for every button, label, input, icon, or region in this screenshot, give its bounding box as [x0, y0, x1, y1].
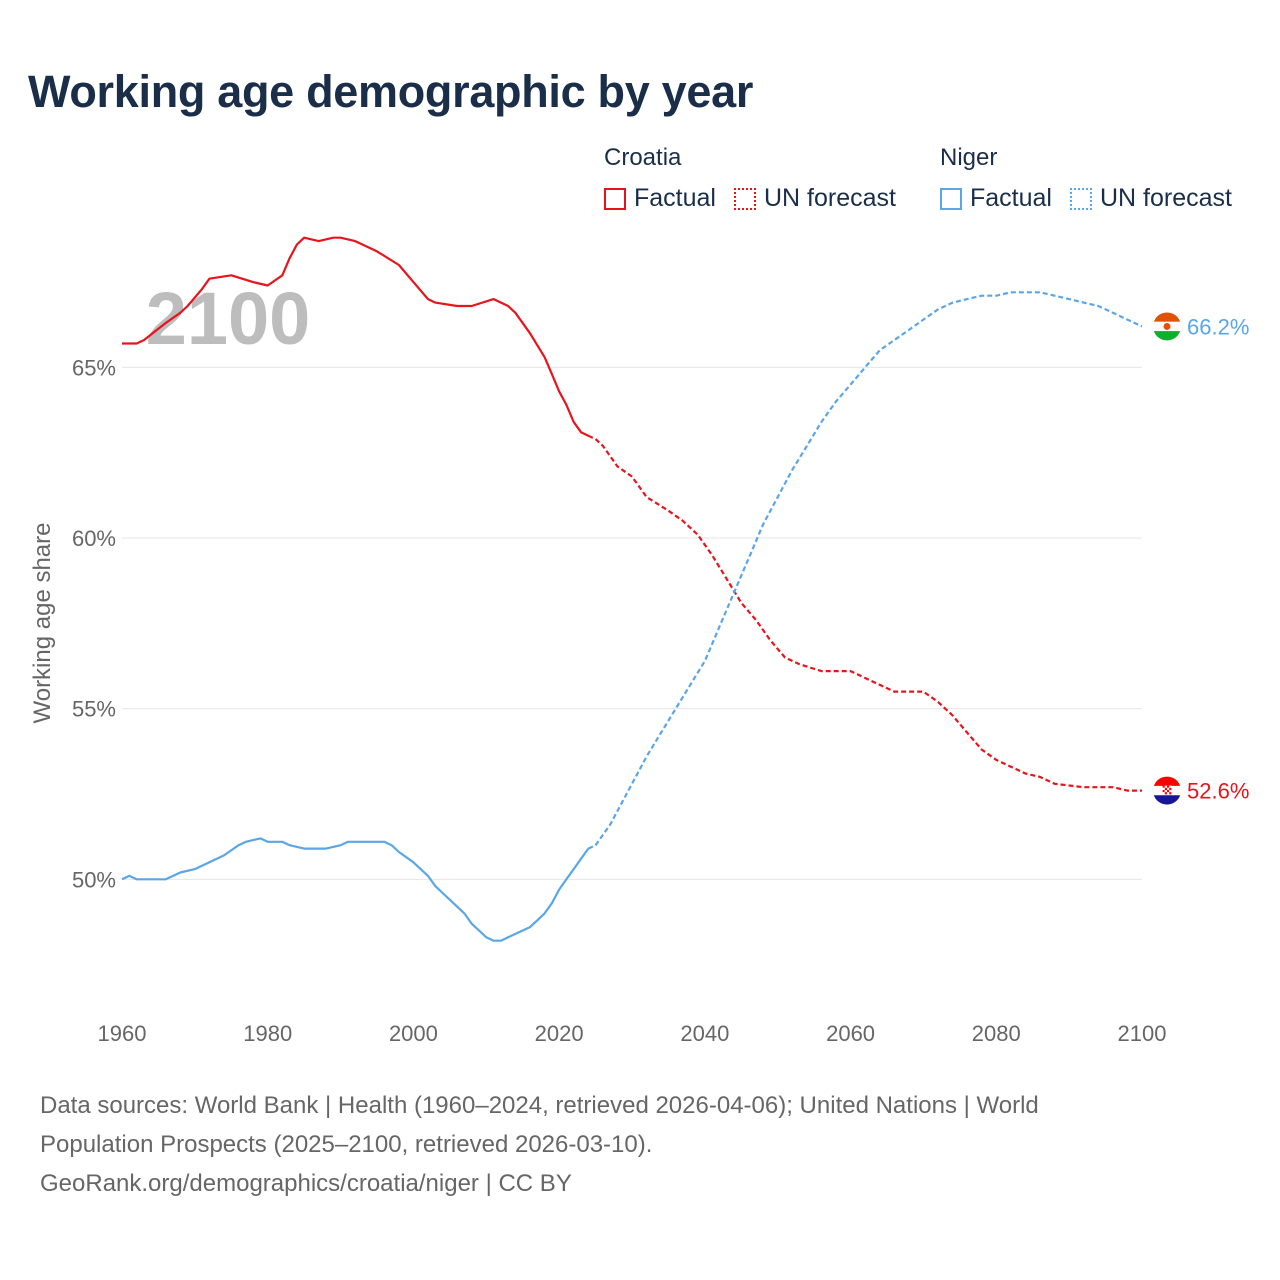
x-tick-label: 1980 [243, 1021, 292, 1046]
x-tick-label: 2100 [1118, 1021, 1167, 1046]
flag-checker [1167, 789, 1170, 793]
croatia-forecast-line [587, 434, 1142, 792]
croatia-factual-line [122, 236, 589, 437]
croatia-flag-icon [1153, 776, 1181, 805]
legend-croatia: Croatia Factual UN forecast [604, 144, 914, 213]
flag-checker [1169, 787, 1172, 790]
flag-sun [1163, 322, 1171, 330]
legend-item-label: Factual [970, 184, 1052, 212]
x-tick-label: 2060 [826, 1021, 875, 1046]
legend-niger-forecast[interactable]: UN forecast [1069, 184, 1232, 213]
flag-checker [1169, 785, 1172, 788]
line-chart: 2100 50% 55% 60% 65% 1960 1980 2000 2020 2040 20… [29, 236, 1249, 1046]
niger-forecast-line [587, 291, 1143, 850]
niger-flag-icon [1153, 312, 1181, 341]
x-tick-label: 2080 [972, 1021, 1021, 1046]
flag-checker [1164, 785, 1167, 788]
y-tick-label: 65% [72, 355, 116, 380]
footer-sources: Data sources: World Bank | Health (1960–… [40, 1086, 1240, 1203]
flag-stripe [1153, 795, 1181, 805]
croatia-end-label: 52.6% [1187, 779, 1249, 804]
flag-checker [1162, 787, 1165, 790]
flag-checker [1164, 789, 1167, 793]
footer-line: Population Prospects (2025–2100, retriev… [40, 1131, 653, 1158]
flag-checker [1167, 787, 1170, 790]
y-tick-label: 60% [72, 526, 116, 551]
x-tick-label: 2020 [535, 1021, 584, 1046]
legend-item-label: Factual [634, 184, 716, 212]
legend-swatch-dotted [733, 187, 756, 210]
x-tick-label: 1960 [98, 1021, 147, 1046]
y-tick-label: 55% [72, 697, 116, 722]
footer-link[interactable]: GeoRank.org/demographics/croatia/niger |… [40, 1170, 572, 1197]
legend-croatia-forecast[interactable]: UN forecast [733, 184, 896, 213]
flag-stripe [1153, 776, 1181, 786]
flag-checker [1164, 787, 1167, 790]
y-axis-label: Working age share [29, 523, 56, 724]
flag-checker [1164, 792, 1167, 795]
legend-item-label: UN forecast [1099, 184, 1232, 212]
flag-stripe [1153, 312, 1181, 322]
flag-checker [1167, 792, 1170, 795]
flag-checker [1162, 785, 1165, 788]
legend-croatia-factual[interactable]: Factual [604, 184, 716, 213]
flag-stripe [1153, 331, 1181, 341]
niger-end-label: 66.2% [1187, 314, 1249, 339]
legend-niger: Niger Factual UN forecast [940, 144, 1250, 213]
legend-niger-factual[interactable]: Factual [940, 184, 1052, 213]
footer-line: Data sources: World Bank | Health (1960–… [40, 1092, 1039, 1119]
flag-checker [1169, 792, 1172, 795]
y-tick-label: 50% [72, 867, 116, 892]
legend-swatch-dotted [1069, 187, 1092, 210]
legend-country-label: Niger [940, 144, 998, 171]
flag-checker [1169, 789, 1172, 793]
x-tick-label: 2040 [680, 1021, 729, 1046]
niger-factual-line [121, 837, 590, 942]
flag-checker [1162, 789, 1165, 793]
chart-title: Working age demographic by year [28, 66, 754, 117]
flag-checker [1162, 792, 1165, 795]
legend-swatch-solid [604, 187, 626, 210]
legend-country-label: Croatia [604, 144, 682, 171]
legend-item-label: UN forecast [763, 184, 896, 212]
x-tick-label: 2000 [389, 1021, 438, 1046]
legend-swatch-solid [940, 187, 962, 210]
flag-checker [1167, 785, 1170, 788]
